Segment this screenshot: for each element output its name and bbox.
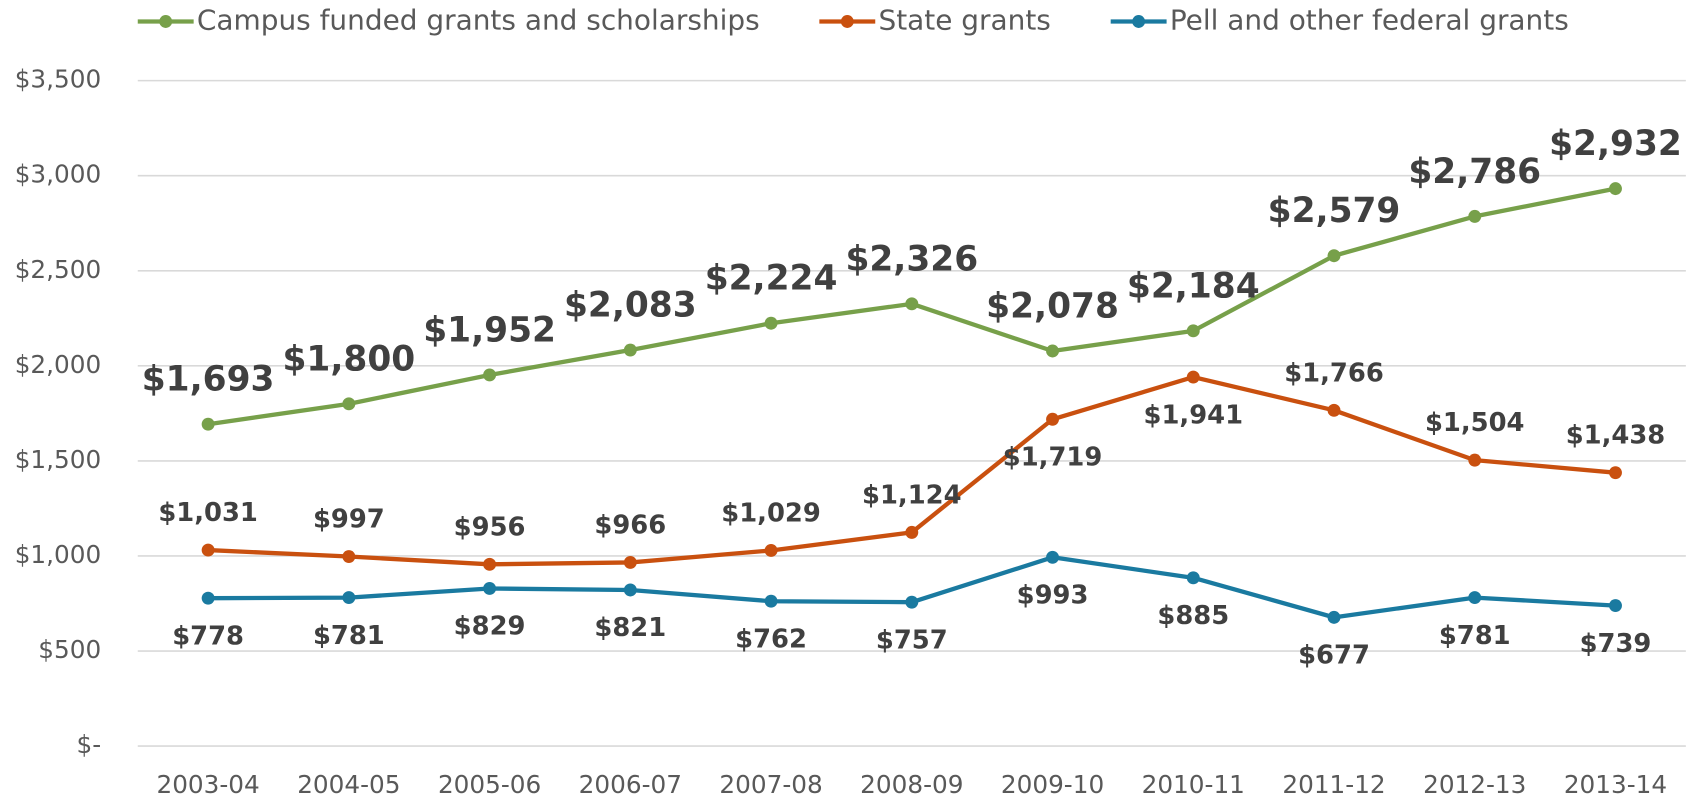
data-label: $2,184 xyxy=(1127,266,1260,306)
y-tick-label: $2,500 xyxy=(15,255,101,284)
data-point xyxy=(201,417,215,431)
data-point xyxy=(342,397,356,411)
data-label: $1,952 xyxy=(423,310,556,350)
x-tick-label: 2003-04 xyxy=(156,770,259,799)
data-point xyxy=(764,543,778,557)
data-label: $1,029 xyxy=(721,498,821,528)
data-point xyxy=(764,594,778,608)
x-tick-label: 2006-07 xyxy=(579,770,682,799)
data-label: $2,083 xyxy=(564,286,697,326)
x-tick-label: 2013-14 xyxy=(1564,770,1667,799)
x-tick-label: 2004-05 xyxy=(297,770,400,799)
data-label: $2,326 xyxy=(845,239,978,279)
data-label: $1,941 xyxy=(1143,400,1243,430)
data-label: $829 xyxy=(454,612,526,642)
data-label: $2,078 xyxy=(986,286,1119,326)
legend-label: State grants xyxy=(878,4,1050,37)
y-tick-label: $3,000 xyxy=(15,160,101,189)
data-point xyxy=(905,595,919,609)
data-label: $885 xyxy=(1157,601,1229,631)
data-label: $956 xyxy=(454,512,526,542)
y-tick-label: $500 xyxy=(38,635,101,664)
data-label: $757 xyxy=(876,625,948,655)
data-point xyxy=(623,343,637,357)
legend-label: Pell and other federal grants xyxy=(1170,4,1569,37)
data-point xyxy=(342,591,356,605)
data-label: $1,031 xyxy=(158,498,258,528)
data-label: $2,786 xyxy=(1408,152,1541,192)
data-label: $1,766 xyxy=(1284,358,1384,388)
data-label: $2,579 xyxy=(1268,191,1401,231)
data-point xyxy=(483,368,497,382)
data-point xyxy=(1046,412,1059,426)
y-tick-label: $1,000 xyxy=(15,540,101,569)
data-point xyxy=(342,550,356,563)
data-label: $993 xyxy=(1017,580,1089,610)
data-point xyxy=(1186,324,1200,338)
x-tick-label: 2005-06 xyxy=(438,770,541,799)
data-point xyxy=(764,316,778,330)
legend-marker xyxy=(159,15,173,28)
data-point xyxy=(623,583,637,597)
data-label: $966 xyxy=(594,510,666,540)
data-label: $781 xyxy=(313,621,385,651)
legend-label: Campus funded grants and scholarships xyxy=(197,4,760,37)
x-tick-label: 2010-11 xyxy=(1142,770,1245,799)
data-point xyxy=(1468,209,1482,223)
x-tick-label: 2011-12 xyxy=(1282,770,1385,799)
y-tick-label: $2,000 xyxy=(15,350,101,379)
data-label: $762 xyxy=(735,624,807,654)
data-point xyxy=(201,591,215,605)
data-label: $2,224 xyxy=(705,259,838,299)
data-label: $778 xyxy=(172,621,244,651)
data-label: $739 xyxy=(1580,629,1652,659)
data-point xyxy=(1609,599,1622,613)
data-point xyxy=(483,557,497,571)
legend-marker xyxy=(840,15,854,28)
data-label: $1,719 xyxy=(1003,442,1103,472)
data-point xyxy=(201,543,215,557)
legend-marker xyxy=(1132,15,1146,28)
data-label: $1,124 xyxy=(862,480,962,510)
data-label: $2,932 xyxy=(1549,124,1682,164)
data-label: $1,693 xyxy=(142,360,275,400)
data-point xyxy=(1327,249,1341,263)
data-point xyxy=(623,555,637,569)
data-label: $1,800 xyxy=(283,339,416,379)
x-tick-label: 2008-09 xyxy=(860,770,963,799)
data-point xyxy=(1609,182,1622,196)
data-label: $781 xyxy=(1439,621,1511,651)
data-label: $821 xyxy=(594,613,666,643)
y-tick-label: $1,500 xyxy=(15,445,101,474)
y-tick-label: $3,500 xyxy=(15,65,101,94)
data-point xyxy=(483,582,497,595)
data-point xyxy=(1468,453,1482,467)
y-tick-label: $- xyxy=(77,730,102,759)
data-point xyxy=(1609,466,1622,480)
data-point xyxy=(1186,571,1200,585)
data-point xyxy=(1046,344,1059,358)
data-point xyxy=(905,525,919,539)
data-point xyxy=(1046,550,1059,564)
data-point xyxy=(1468,591,1482,605)
x-tick-label: 2007-08 xyxy=(719,770,822,799)
data-point xyxy=(1186,370,1200,384)
x-tick-label: 2009-10 xyxy=(1001,770,1104,799)
data-point xyxy=(905,297,919,311)
data-label: $1,438 xyxy=(1566,421,1666,451)
x-tick-label: 2012-13 xyxy=(1423,770,1526,799)
data-point xyxy=(1327,403,1341,417)
data-label: $1,504 xyxy=(1425,408,1525,438)
data-point xyxy=(1327,610,1341,624)
data-label: $677 xyxy=(1298,641,1370,671)
data-label: $997 xyxy=(313,504,385,534)
